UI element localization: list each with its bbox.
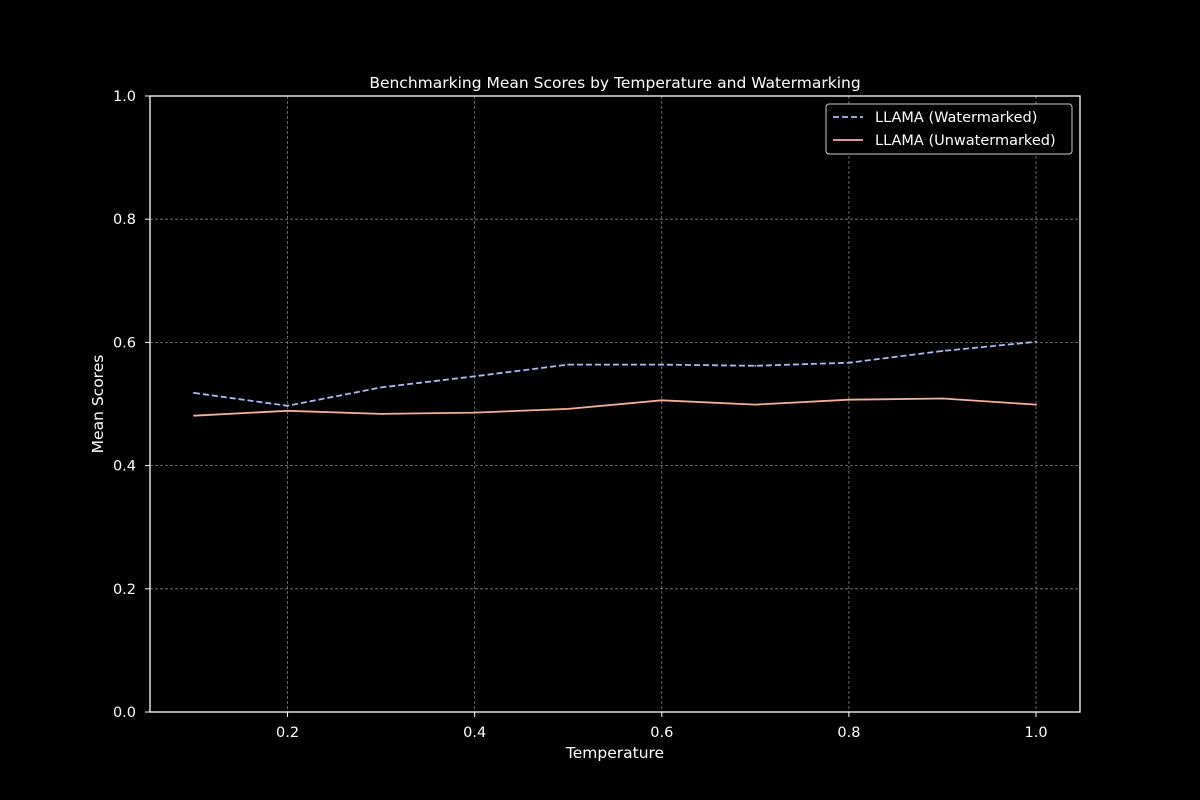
y-tick-label: 1.0 — [113, 89, 136, 105]
legend-box — [825, 103, 1073, 155]
data-point-unwatermarked — [754, 403, 757, 406]
legend-label-unwatermarked: LLAMA (Unwatermarked) — [875, 133, 1056, 149]
data-point-unwatermarked — [473, 411, 476, 414]
data-point-unwatermarked — [380, 413, 382, 415]
data-point-watermarked — [660, 363, 663, 366]
series-line-watermarked — [193, 340, 1037, 407]
y-tick-label: 0.2 — [113, 582, 136, 598]
plot-frame — [149, 95, 1081, 713]
series-line-unwatermarked — [193, 397, 1037, 417]
x-axis-ticks: 0.2 0.4 0.6 0.8 1.0 — [276, 712, 1048, 741]
y-axis-title: Mean Scores — [89, 355, 107, 454]
data-point-watermarked — [567, 363, 570, 366]
data-point-unwatermarked — [1035, 403, 1037, 406]
y-tick-label: 0.8 — [113, 212, 136, 228]
data-point-watermarked — [473, 375, 476, 378]
x-tick-label: 1.0 — [1024, 725, 1047, 741]
data-point-watermarked — [1035, 340, 1037, 343]
x-tick-label: 0.4 — [463, 725, 486, 741]
series-lines — [193, 340, 1037, 417]
y-tick-label: 0.0 — [113, 705, 136, 721]
data-point-watermarked — [380, 386, 382, 389]
data-point-watermarked — [848, 361, 850, 364]
x-tick-label: 0.8 — [837, 725, 860, 741]
data-point-unwatermarked — [286, 409, 289, 412]
x-tick-label: 0.2 — [276, 725, 299, 741]
data-point-unwatermarked — [567, 408, 570, 410]
y-tick-label: 0.4 — [113, 459, 136, 475]
y-axis-ticks: 0.0 0.2 0.4 0.6 0.8 1.0 — [113, 89, 150, 721]
data-point-watermarked — [941, 350, 944, 352]
data-point-unwatermarked — [941, 397, 944, 400]
x-tick-label: 0.6 — [650, 725, 673, 741]
legend-label-watermarked: LLAMA (Watermarked) — [875, 110, 1037, 126]
data-point-unwatermarked — [660, 399, 663, 402]
x-axis-title: Temperature — [565, 744, 664, 762]
y-tick-label: 0.6 — [113, 335, 136, 351]
data-point-watermarked — [754, 364, 757, 367]
data-point-unwatermarked — [848, 398, 850, 401]
chart-title: Benchmarking Mean Scores by Temperature … — [369, 74, 860, 92]
data-point-unwatermarked — [193, 414, 195, 417]
legend: LLAMA (Watermarked) LLAMA (Unwatermarked… — [825, 103, 1073, 155]
data-point-watermarked — [286, 404, 289, 407]
data-point-watermarked — [193, 392, 195, 394]
